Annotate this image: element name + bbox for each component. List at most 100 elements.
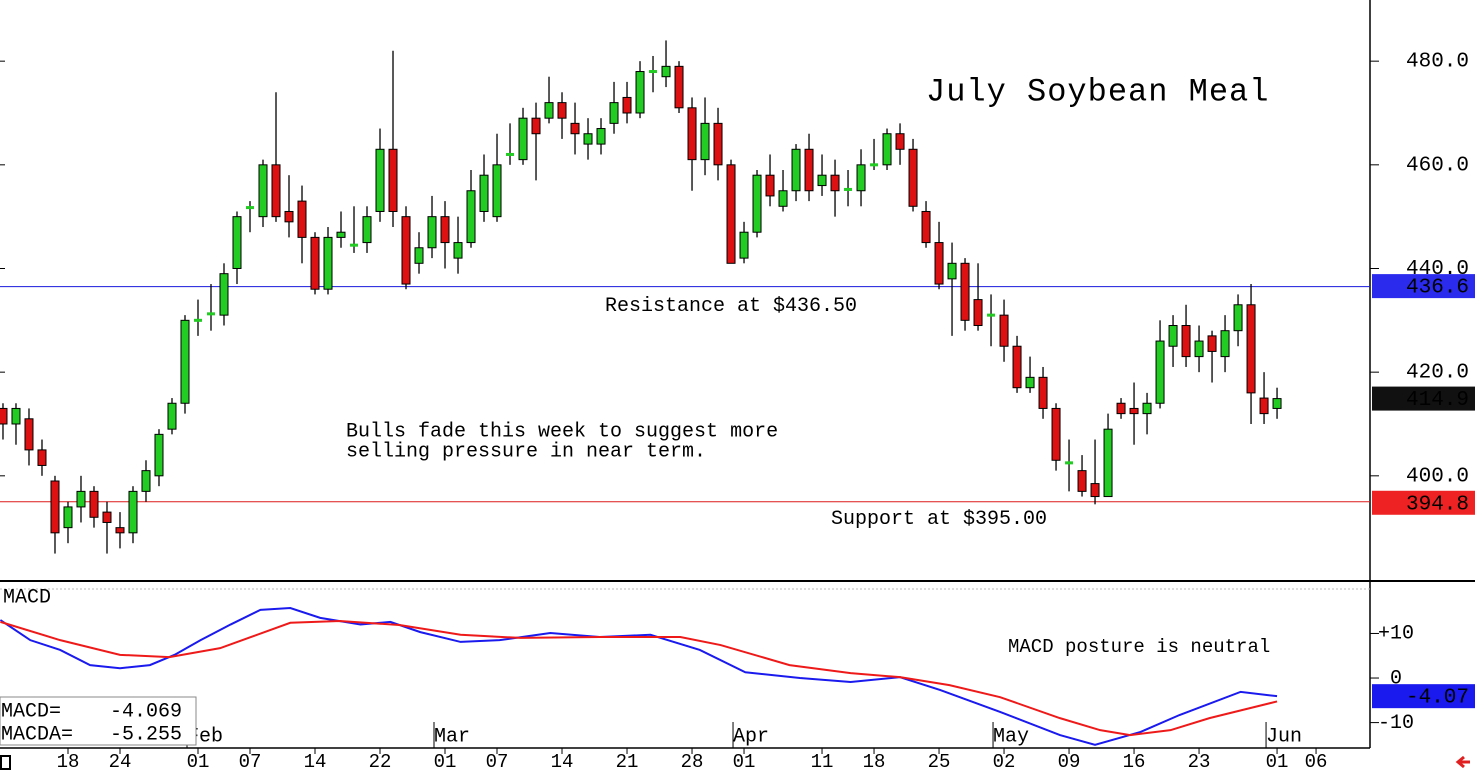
candle-body — [63, 506, 73, 529]
candle-body — [870, 163, 879, 167]
x-tick-label: 01 — [187, 751, 210, 773]
x-tick-label: 16 — [1123, 751, 1146, 773]
scroll-arrow[interactable] — [1455, 755, 1470, 769]
candle-body — [258, 164, 268, 218]
annotation: Bulls fade this week to suggest more — [346, 420, 778, 443]
candle-body — [375, 148, 385, 212]
candle-body — [427, 216, 437, 249]
candle-body — [713, 122, 723, 166]
candle-body — [128, 490, 138, 534]
readout-value: -5.255 — [110, 723, 182, 746]
candle-body — [570, 122, 580, 135]
candle-body — [830, 174, 840, 192]
candle-body — [1142, 402, 1152, 415]
candle-body — [895, 133, 905, 150]
candle-body — [388, 148, 398, 212]
candle-body — [1207, 335, 1217, 352]
macd-line — [0, 619, 1278, 737]
candle-body — [557, 102, 567, 119]
candle-body — [24, 418, 34, 451]
candle-body — [609, 102, 619, 124]
candle-body — [414, 247, 424, 264]
price-marker — [1372, 274, 1475, 299]
candle-body — [297, 200, 307, 238]
y-tick-label: 480.0 — [1406, 51, 1469, 74]
candle-body — [271, 164, 281, 218]
candle-body — [700, 122, 710, 161]
candle-body — [1220, 330, 1230, 358]
candle-body — [531, 117, 541, 135]
candle-body — [102, 511, 112, 523]
y-tick-label: 460.0 — [1406, 154, 1469, 177]
x-tick-label: 23 — [1188, 751, 1211, 773]
price-marker — [1372, 490, 1475, 515]
candle-body — [1025, 376, 1035, 389]
candle-body — [76, 490, 86, 508]
candle-body — [687, 107, 697, 161]
candle-body — [1155, 340, 1165, 404]
candle-body — [206, 312, 215, 316]
candle-body — [856, 164, 866, 192]
price-marker — [1372, 386, 1475, 411]
x-tick-label: 22 — [369, 751, 392, 773]
candle-body — [37, 449, 47, 466]
month-label: Mar — [434, 725, 470, 748]
candle-body — [310, 236, 320, 290]
y-tick-label: +10 — [1378, 623, 1414, 646]
candle-body — [167, 402, 177, 430]
candle-body — [947, 262, 957, 280]
readout-box — [0, 696, 197, 746]
y-tick-label: -10 — [1378, 712, 1414, 735]
candle-body — [1103, 428, 1113, 498]
x-tick-label: 14 — [304, 751, 327, 773]
candle-body — [921, 210, 931, 244]
candle-body — [960, 262, 970, 321]
candle-body — [362, 216, 372, 244]
candle-body — [1090, 483, 1100, 498]
candle-body — [882, 133, 892, 166]
y-tick-label: 420.0 — [1406, 362, 1469, 385]
x-tick-label: 18 — [57, 751, 80, 773]
candle-body — [765, 174, 775, 197]
candle-body — [492, 164, 502, 218]
candle-body — [115, 527, 125, 534]
candle-body — [596, 128, 606, 145]
x-tick-label: 14 — [551, 751, 574, 773]
readout-label: MACD= — [1, 700, 61, 723]
candle-body — [180, 319, 190, 404]
candle-body — [232, 216, 242, 269]
candle-body — [219, 273, 229, 316]
candle-body — [89, 490, 99, 518]
candle-body — [817, 174, 827, 187]
candle-body — [844, 187, 853, 191]
x-tick-label: 24 — [109, 751, 132, 773]
candle-body — [323, 236, 333, 290]
candle-body — [336, 231, 346, 238]
candle-body — [1168, 325, 1178, 347]
candle-body — [246, 206, 255, 210]
candle-body — [752, 174, 762, 233]
candle-body — [1129, 407, 1139, 415]
candle-body — [804, 148, 814, 192]
x-tick-label: 21 — [616, 751, 639, 773]
x-tick-label: 07 — [239, 751, 262, 773]
candle-body — [401, 216, 411, 285]
x-tick-label: 01 — [1266, 751, 1289, 773]
x-tick-label: 06 — [1305, 751, 1328, 773]
candle-body — [1116, 402, 1126, 415]
panel-title: MACD — [3, 586, 51, 609]
candle-body — [674, 65, 684, 109]
x-tick-label: 07 — [486, 751, 509, 773]
annotation: MACD posture is neutral — [1008, 636, 1270, 658]
candle-body — [739, 231, 749, 259]
scroll-icon[interactable] — [0, 755, 11, 770]
candle-body — [973, 299, 983, 327]
x-tick-label: 28 — [681, 751, 704, 773]
candle-body — [649, 70, 658, 74]
candle-body — [791, 148, 801, 192]
candle-body — [999, 314, 1009, 347]
value-marker-label: -4.07 — [1406, 687, 1469, 710]
candle-body — [635, 71, 645, 114]
candle-body — [1038, 376, 1048, 409]
